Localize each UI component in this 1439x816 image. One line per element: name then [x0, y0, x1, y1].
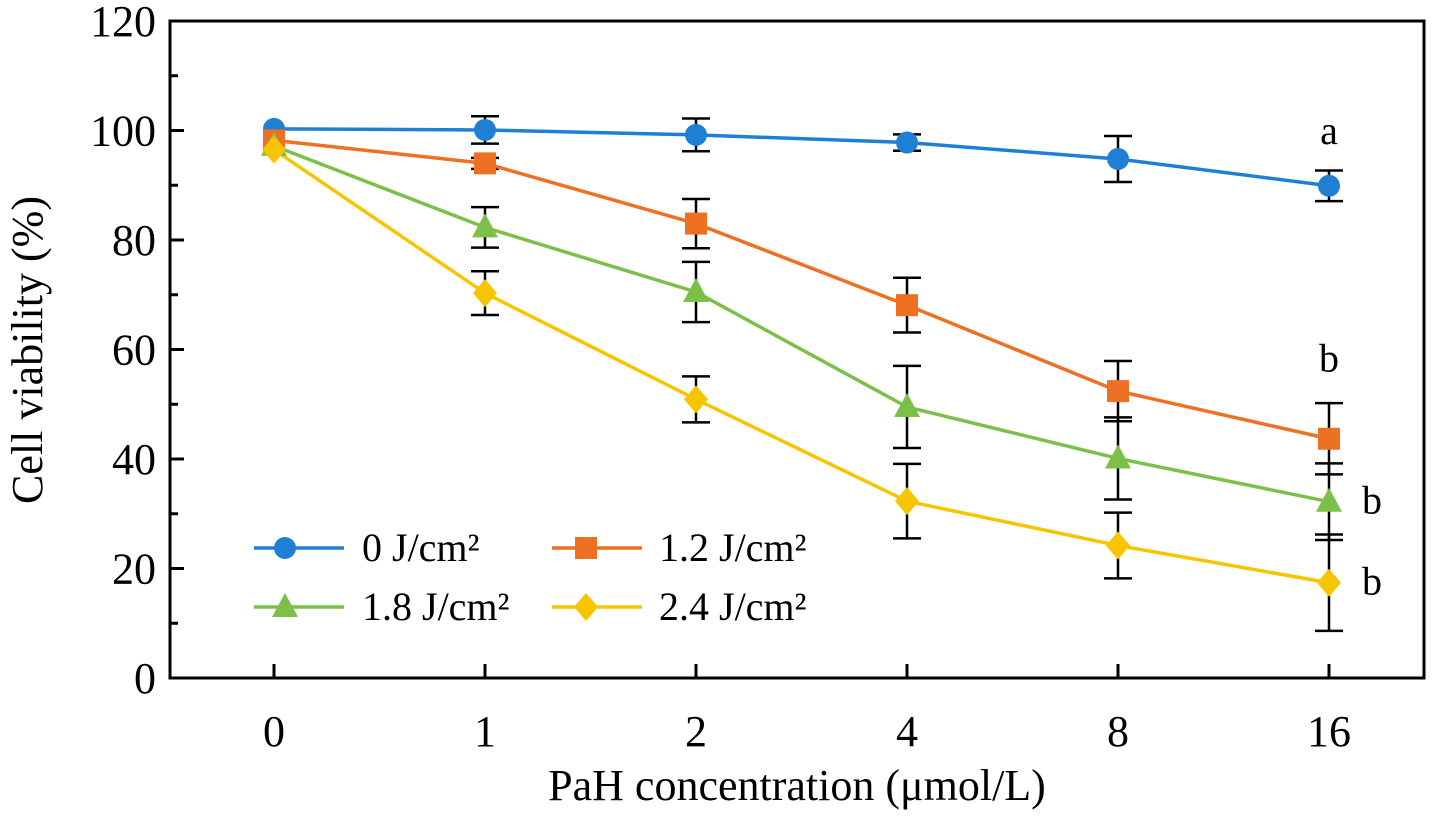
annotation-4: b — [1362, 559, 1382, 604]
legend: 0 J/cm² 1.2 J/cm² 1.8 J/cm² 2.4 J/cm² — [254, 525, 807, 629]
y-tick-label-80: 80 — [112, 216, 156, 265]
x-tick-label-1: 1 — [474, 707, 496, 756]
series-line-2 — [273, 138, 1330, 441]
y-tick-label-120: 120 — [90, 0, 156, 46]
data-point-series-4-2 — [684, 385, 708, 414]
legend-marker-series-2 — [575, 537, 597, 559]
data-point-series-4-0 — [262, 135, 286, 164]
data-point-series-2-4 — [896, 294, 918, 317]
data-point-series-4-16 — [1317, 568, 1341, 597]
data-point-series-1-16 — [1318, 174, 1340, 197]
annotation-1: a — [1320, 108, 1338, 153]
data-point-series-4-1 — [473, 279, 497, 308]
data-point-series-4-8 — [1106, 531, 1130, 560]
data-point-series-1-4 — [896, 131, 918, 154]
annotation-2: b — [1319, 335, 1339, 380]
x-tick-label-16: 16 — [1307, 707, 1351, 756]
y-axis: 0 20 40 60 80 100 120 — [90, 0, 184, 703]
y-tick-label-100: 100 — [90, 107, 156, 156]
legend-label-series-4: 2.4 J/cm² — [659, 584, 807, 629]
legend-marker-series-1 — [274, 537, 296, 559]
data-point-series-3-8 — [1105, 444, 1131, 469]
data-point-series-1-1 — [474, 118, 496, 141]
legend-label-series-1: 0 J/cm² — [362, 525, 480, 570]
series-line-3 — [273, 144, 1330, 504]
data-point-series-1-8 — [1107, 147, 1129, 170]
series-lines — [273, 127, 1330, 585]
x-tick-label-8: 8 — [1107, 707, 1129, 756]
legend-marker-series-3 — [272, 593, 298, 617]
data-point-series-3-4 — [894, 392, 920, 417]
series-line-4 — [273, 148, 1330, 585]
x-tick-label-4: 4 — [896, 707, 918, 756]
series-line-1 — [273, 127, 1330, 188]
data-point-series-2-1 — [474, 152, 496, 175]
annotation-3: b — [1362, 478, 1382, 523]
legend-label-series-3: 1.8 J/cm² — [362, 584, 510, 629]
x-tick-label-0: 0 — [263, 707, 285, 756]
data-point-series-1-2 — [685, 123, 707, 146]
legend-marker-series-4 — [574, 593, 598, 621]
series-markers — [261, 117, 1342, 597]
data-point-series-2-2 — [685, 212, 707, 235]
x-axis: 0 1 2 4 8 16 — [263, 664, 1351, 756]
data-point-series-3-1 — [472, 213, 498, 238]
legend-label-series-2: 1.2 J/cm² — [659, 525, 807, 570]
data-point-series-4-4 — [895, 487, 919, 516]
y-axis-title: Cell viability (%) — [3, 196, 52, 504]
x-axis-title: PaH concentration (μmol/L) — [548, 761, 1046, 810]
plot-frame — [168, 19, 1426, 680]
y-tick-label-0: 0 — [134, 654, 156, 703]
y-tick-label-20: 20 — [112, 545, 156, 594]
x-tick-label-2: 2 — [685, 707, 707, 756]
data-point-series-2-8 — [1107, 380, 1129, 403]
error-bars — [471, 115, 1343, 633]
y-tick-label-40: 40 — [112, 435, 156, 484]
data-point-series-2-16 — [1318, 427, 1340, 450]
data-point-series-3-16 — [1316, 487, 1342, 512]
data-point-series-3-2 — [683, 278, 709, 303]
y-tick-label-60: 60 — [112, 326, 156, 375]
